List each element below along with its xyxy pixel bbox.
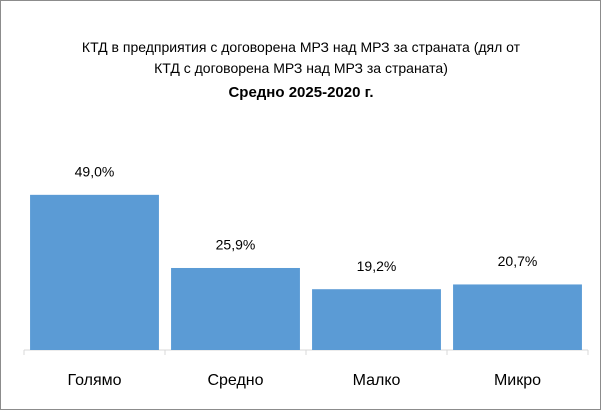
chart-title: КТД в предприятия с договорена МРЗ над М… bbox=[81, 39, 521, 76]
value-label: 25,9% bbox=[216, 237, 256, 253]
bar bbox=[453, 284, 582, 350]
bar bbox=[312, 289, 441, 350]
chart-subtitle: Средно 2025-2020 г. bbox=[228, 84, 374, 101]
bar bbox=[171, 267, 300, 350]
value-label: 19,2% bbox=[357, 258, 397, 274]
x-tick-label: Малко bbox=[353, 372, 401, 389]
title-block: КТД в предприятия с договорена МРЗ над М… bbox=[81, 37, 521, 101]
value-label: 20,7% bbox=[498, 253, 538, 269]
value-label: 49,0% bbox=[75, 164, 115, 180]
x-tick-label: Средно bbox=[207, 372, 263, 389]
x-tick-label: Микро bbox=[494, 372, 541, 389]
x-tick-label: Голямо bbox=[67, 372, 121, 389]
bar bbox=[30, 194, 159, 350]
